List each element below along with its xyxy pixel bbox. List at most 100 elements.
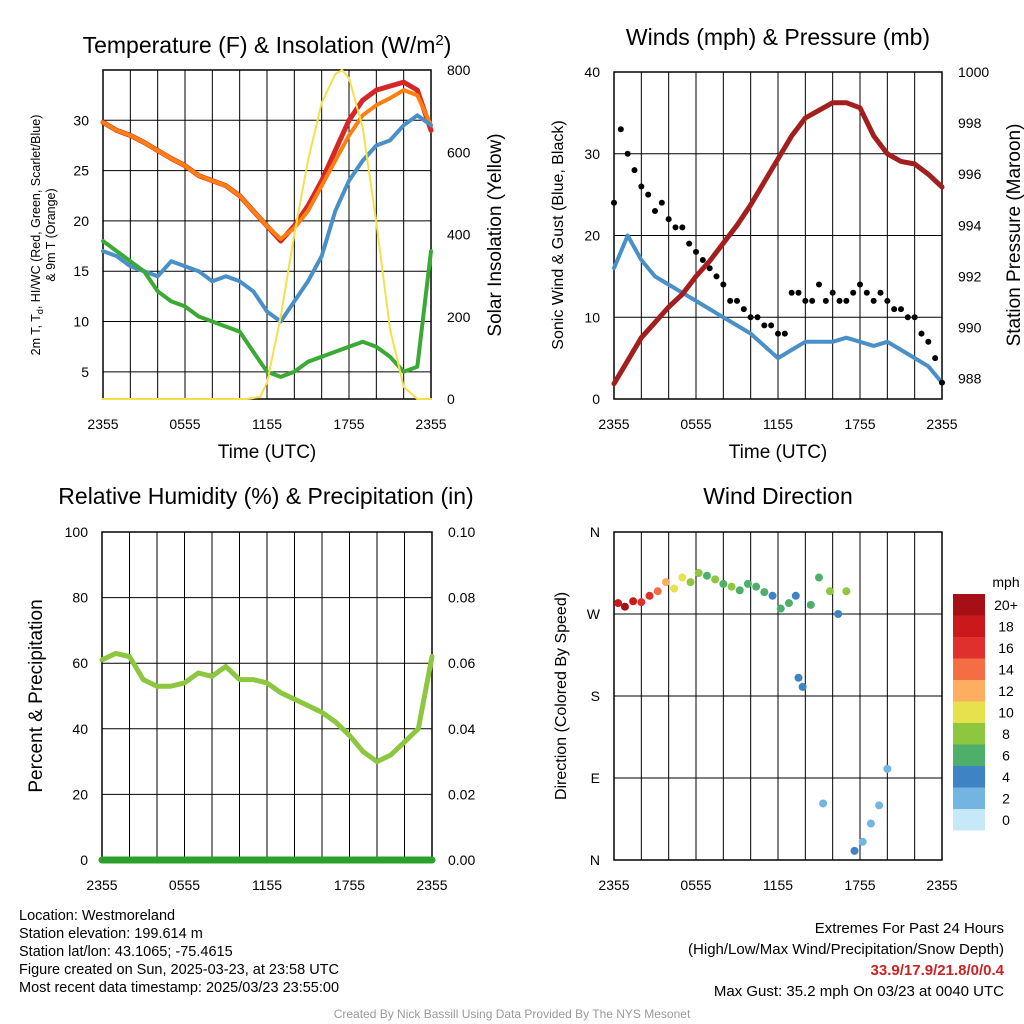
gust-point	[611, 199, 617, 206]
gust-point	[809, 297, 816, 304]
gust-point	[699, 257, 706, 264]
extremes-values: 33.9/17.9/21.8/0/0.4	[870, 962, 1004, 979]
station-info: Location: Westmoreland Station elevation…	[19, 907, 339, 997]
station-pressure-line	[611, 100, 945, 387]
x-tick-label: 0555	[169, 877, 200, 893]
gust-point	[781, 330, 788, 337]
direction-point	[694, 569, 703, 577]
y2-tick-label: 0.04	[448, 721, 475, 737]
gust-point	[795, 289, 802, 296]
insolation-y2label: Solar Insolation (Yellow)	[485, 133, 506, 336]
gust-point	[727, 297, 734, 304]
legend-swatch	[953, 680, 985, 702]
x-tick-label: 1755	[844, 877, 875, 893]
direction-point	[806, 600, 815, 609]
direction-point	[629, 597, 638, 606]
y2-tick-label: 988	[958, 371, 982, 387]
y2-tick-label: 990	[958, 319, 982, 335]
direction-point	[819, 799, 828, 808]
direction-title: Wind Direction	[703, 483, 853, 509]
direction-point	[815, 573, 823, 582]
gust-point	[761, 322, 768, 329]
legend-swatch	[953, 787, 985, 809]
y-tick-label: 100	[65, 524, 89, 540]
direction-point	[768, 591, 777, 600]
legend-swatch	[953, 701, 985, 723]
y2-tick-label: 0.02	[448, 786, 475, 802]
x-tick-label: 1155	[252, 877, 282, 893]
gust-point	[911, 314, 918, 321]
direction-point	[614, 599, 623, 608]
legend-swatch	[953, 766, 985, 788]
y-tick-label: 80	[72, 590, 88, 606]
gust-point	[904, 314, 911, 321]
direction-ylabel: Direction (Colored By Speed)	[553, 592, 570, 800]
legend-swatch	[953, 809, 985, 831]
legend-label: 16	[998, 640, 1014, 656]
dewpoint-line	[101, 239, 433, 379]
gust-point	[665, 216, 672, 223]
y2-tick-label: 0.08	[448, 590, 475, 606]
legend-swatch	[953, 594, 985, 616]
legend-label: 20+	[994, 597, 1018, 613]
direction-point	[743, 579, 752, 588]
gust-point	[870, 297, 877, 304]
gust-point	[863, 289, 870, 296]
y-tick-label: 30	[584, 146, 600, 162]
x-tick-label: 2355	[87, 416, 118, 432]
temperature-9m-line	[101, 88, 433, 241]
direction-point	[850, 846, 859, 855]
direction-point	[798, 682, 807, 691]
humidity-series	[98, 650, 436, 864]
winds-series	[611, 100, 945, 387]
gust-point	[686, 240, 693, 247]
gust-point	[658, 199, 665, 206]
direction-points	[614, 569, 892, 855]
gust-point	[638, 183, 645, 190]
humidity-ylabel: Percent & Precipitation	[26, 599, 47, 792]
y-tick-label: 15	[73, 263, 89, 279]
x-tick-label: 2355	[926, 877, 957, 893]
gust-point	[939, 379, 945, 386]
x-tick-label: 1755	[333, 416, 364, 432]
humidity-title: Relative Humidity (%) & Precipitation (i…	[58, 483, 473, 509]
y2-tick-label: 992	[958, 268, 982, 284]
y-tick-label: 20	[72, 786, 88, 802]
gust-point	[672, 224, 679, 231]
temperature-xlabel: Time (UTC)	[218, 442, 317, 463]
gust-point	[898, 306, 904, 313]
temperature-ylabel: 2m T, Td, HI/WC (Red, Green, Scarlet/Blu…	[29, 115, 45, 356]
legend-label: 14	[998, 662, 1014, 678]
y-tick-label: N	[590, 524, 600, 540]
direction-point	[702, 571, 711, 580]
y2-tick-label: 0.06	[448, 655, 475, 671]
x-tick-label: 2355	[415, 416, 446, 432]
y-tick-label: S	[591, 688, 600, 704]
y2-tick-label: 400	[447, 227, 471, 243]
sonic-wind-line	[612, 233, 944, 385]
y2-tick-label: 994	[958, 217, 982, 233]
direction-point	[791, 591, 800, 600]
legend-label: 6	[1002, 748, 1010, 764]
legend-swatch	[953, 637, 985, 659]
credit-line: Created By Nick Bassill Using Data Provi…	[333, 1007, 691, 1021]
temperature-title: Temperature (F) & Insolation (W/m2)	[83, 32, 452, 58]
y-tick-label: 20	[73, 213, 89, 229]
y-tick-label: 25	[73, 163, 89, 179]
direction-point	[858, 837, 867, 846]
direction-point	[784, 599, 793, 608]
y-tick-label: E	[591, 770, 600, 786]
y2-tick-label: 600	[447, 144, 471, 160]
x-tick-label: 0555	[680, 416, 711, 432]
direction-point	[834, 610, 843, 618]
figure-created: Figure created on Sun, 2025-03-23, at 23…	[19, 962, 339, 978]
legend-label: 10	[998, 705, 1014, 721]
wind-direction-panel: Wind Direction 2355 0555 1155 1755 2355 N E S W N…	[553, 483, 1020, 893]
legend-label: 2	[1002, 791, 1010, 807]
x-tick-label: 0555	[169, 416, 200, 432]
relative-humidity-line	[99, 650, 435, 765]
y-tick-label: 10	[73, 314, 89, 330]
gust-point	[857, 281, 863, 288]
legend-label: 12	[998, 683, 1014, 699]
